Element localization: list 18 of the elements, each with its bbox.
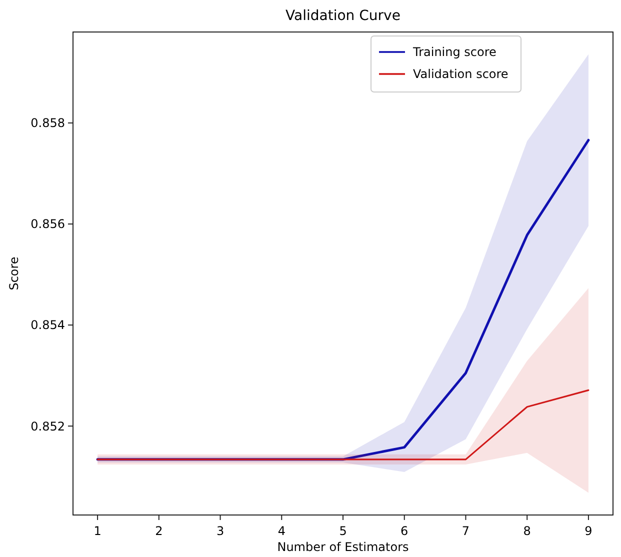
x-tick-label: 5 bbox=[339, 524, 347, 538]
x-tick-label: 6 bbox=[400, 524, 408, 538]
legend-label: Training score bbox=[412, 45, 496, 60]
y-tick-label: 0.852 bbox=[30, 419, 65, 434]
y-tick-label: 0.854 bbox=[30, 318, 65, 332]
y-axis-title: Score bbox=[7, 256, 21, 290]
y-tick-label: 0.858 bbox=[30, 116, 65, 130]
x-tick-label: 4 bbox=[278, 524, 286, 538]
legend-label: Validation score bbox=[413, 67, 508, 82]
chart-title: Validation Curve bbox=[286, 8, 400, 24]
x-axis-title: Number of Estimators bbox=[277, 540, 409, 554]
x-tick-label: 2 bbox=[155, 524, 163, 538]
x-tick-label: 7 bbox=[462, 524, 470, 538]
x-tick-label: 1 bbox=[94, 524, 102, 538]
x-tick-label: 8 bbox=[523, 524, 531, 538]
x-tick-label: 9 bbox=[584, 524, 592, 538]
y-tick-label: 0.856 bbox=[30, 217, 65, 232]
x-tick-label: 3 bbox=[216, 524, 224, 538]
